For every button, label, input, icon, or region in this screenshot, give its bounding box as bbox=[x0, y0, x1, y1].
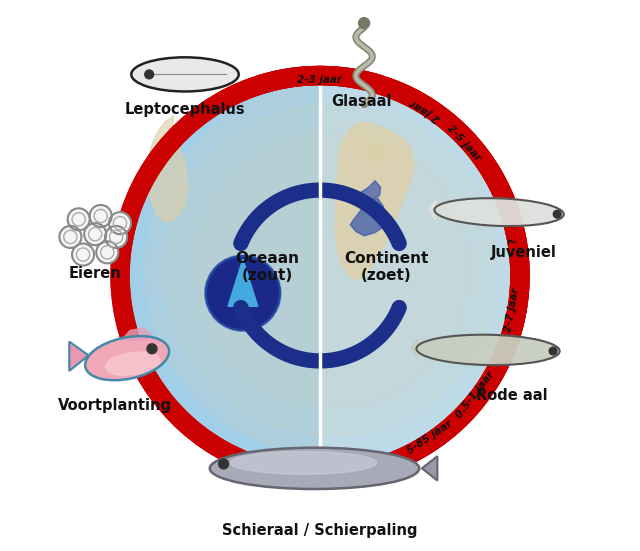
Circle shape bbox=[366, 144, 386, 164]
Text: 5-85 jaar: 5-85 jaar bbox=[406, 418, 454, 456]
Text: Leptocephalus: Leptocephalus bbox=[125, 102, 245, 117]
Polygon shape bbox=[350, 198, 386, 236]
Circle shape bbox=[549, 347, 557, 355]
Circle shape bbox=[147, 344, 157, 354]
Text: ?: ? bbox=[507, 236, 518, 244]
Text: Glasaal: Glasaal bbox=[331, 94, 392, 109]
Text: Juveniel: Juveniel bbox=[491, 245, 557, 260]
Ellipse shape bbox=[435, 198, 564, 226]
Text: Eieren: Eieren bbox=[69, 266, 122, 281]
Circle shape bbox=[105, 226, 127, 248]
Ellipse shape bbox=[230, 451, 377, 474]
Circle shape bbox=[194, 133, 468, 407]
Text: 2-7 jaar: 2-7 jaar bbox=[504, 288, 522, 333]
Circle shape bbox=[109, 212, 131, 234]
Text: 2-3 jaar: 2-3 jaar bbox=[296, 75, 342, 85]
Polygon shape bbox=[335, 122, 413, 280]
Polygon shape bbox=[228, 259, 258, 306]
Polygon shape bbox=[124, 80, 320, 471]
Ellipse shape bbox=[85, 336, 169, 380]
Circle shape bbox=[96, 241, 118, 263]
Circle shape bbox=[124, 80, 516, 471]
Circle shape bbox=[72, 244, 94, 266]
Polygon shape bbox=[422, 456, 437, 480]
Polygon shape bbox=[411, 339, 418, 359]
Circle shape bbox=[358, 18, 369, 29]
Text: 0.5-1 jaar: 0.5-1 jaar bbox=[454, 369, 496, 420]
Circle shape bbox=[60, 226, 81, 248]
Polygon shape bbox=[122, 328, 152, 340]
Polygon shape bbox=[147, 116, 188, 222]
Text: 2-5 jaar: 2-5 jaar bbox=[445, 123, 483, 163]
Circle shape bbox=[68, 208, 90, 230]
Circle shape bbox=[145, 84, 517, 456]
Circle shape bbox=[90, 205, 112, 227]
Circle shape bbox=[164, 104, 497, 436]
Circle shape bbox=[554, 210, 561, 218]
Polygon shape bbox=[69, 342, 88, 371]
Ellipse shape bbox=[106, 352, 160, 375]
Polygon shape bbox=[358, 181, 381, 199]
Polygon shape bbox=[429, 200, 436, 220]
Text: 2 jaar: 2 jaar bbox=[408, 97, 442, 123]
Text: Rode aal: Rode aal bbox=[476, 388, 548, 403]
Text: Oceaan
(zout): Oceaan (zout) bbox=[236, 251, 300, 283]
Circle shape bbox=[84, 223, 106, 245]
Circle shape bbox=[205, 256, 280, 331]
Text: Voortplanting: Voortplanting bbox=[58, 398, 172, 413]
Circle shape bbox=[145, 70, 154, 79]
Circle shape bbox=[219, 459, 228, 469]
Ellipse shape bbox=[417, 334, 559, 365]
Text: Schieraal / Schierpaling: Schieraal / Schierpaling bbox=[222, 523, 418, 538]
Ellipse shape bbox=[131, 57, 239, 91]
Text: Continent
(zoet): Continent (zoet) bbox=[344, 251, 428, 283]
Ellipse shape bbox=[210, 447, 419, 489]
